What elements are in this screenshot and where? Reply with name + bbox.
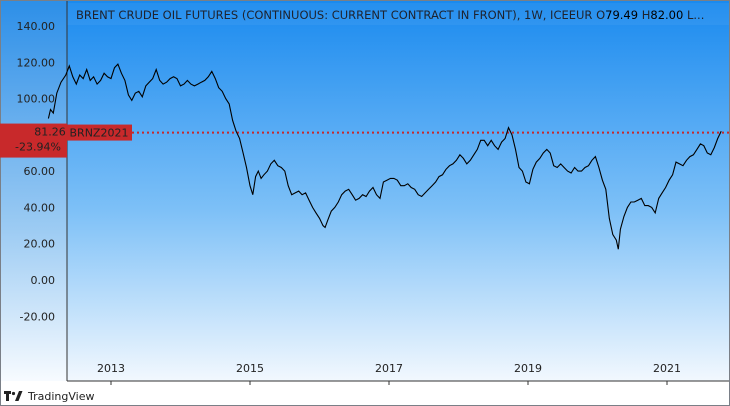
- plot-background[interactable]: [67, 1, 729, 381]
- y-tick-label: 100.00: [17, 93, 56, 106]
- price-badge-value: 81.26: [34, 126, 66, 139]
- y-tick-label: 120.00: [17, 56, 56, 69]
- footer: TradingView: [4, 387, 94, 405]
- y-tick-label: 0.00: [31, 274, 56, 287]
- y-tick-label: 60.00: [24, 165, 56, 178]
- x-axis-background: [1, 382, 729, 404]
- symbol-badge-label: BRNZ2021: [70, 127, 129, 140]
- symbol-badge: BRNZ2021: [67, 124, 132, 141]
- y-tick-label: -20.00: [20, 310, 55, 323]
- tradingview-logo-icon[interactable]: [4, 390, 24, 402]
- x-tick-label: 2021: [653, 362, 681, 375]
- x-axis-ticks: 2013 2015 2017 2019 2021: [97, 362, 681, 385]
- y-tick-label: 20.00: [24, 238, 56, 251]
- x-tick-label: 2015: [236, 362, 264, 375]
- series-line-price[interactable]: [47, 63, 722, 250]
- chart-title: BRENT CRUDE OIL FUTURES (CONTINUOUS: CUR…: [76, 8, 704, 22]
- y-axis-background: [1, 1, 67, 381]
- x-tick-label: 2019: [514, 362, 542, 375]
- footer-brand[interactable]: TradingView: [28, 389, 95, 403]
- x-tick-label: 2013: [97, 362, 125, 375]
- y-tick-label: 40.00: [24, 201, 56, 214]
- title-bar: [67, 3, 729, 25]
- current-price-badge: 81.26 -23.94%: [0, 123, 67, 158]
- symbol-badge-box: [67, 124, 132, 141]
- price-badge-change: -23.94%: [15, 141, 61, 154]
- y-tick-label: 140.00: [17, 20, 56, 33]
- x-tick-label: 2017: [375, 362, 403, 375]
- price-badge-box: [0, 123, 67, 158]
